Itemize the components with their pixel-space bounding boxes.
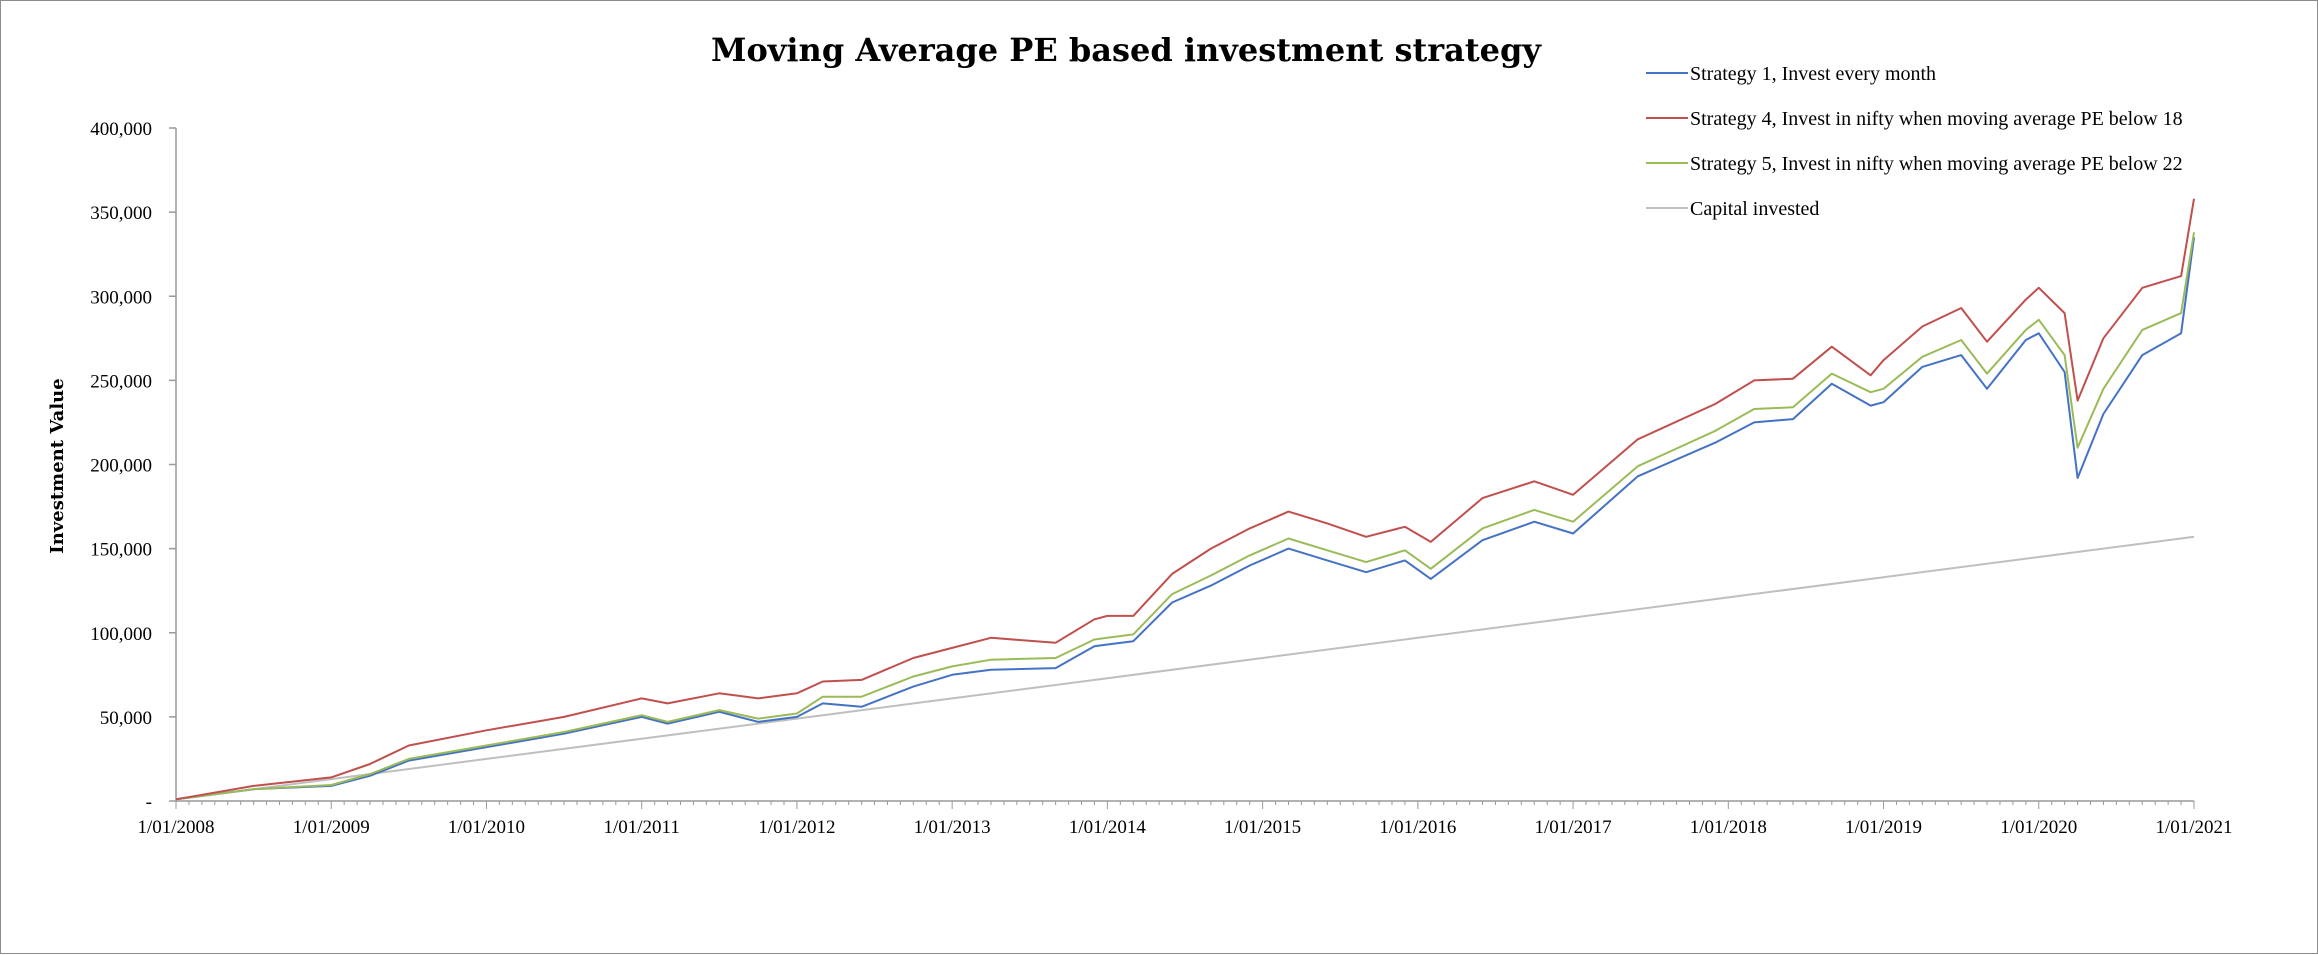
x-tick-label: 1/01/2020: [2000, 817, 2077, 838]
legend-entry-label: Capital invested: [1690, 198, 1819, 220]
x-tick-label: 1/01/2017: [1535, 817, 1612, 838]
y-tick-label: -: [146, 792, 152, 813]
series-line-strategy-5-invest-in-nifty-when-moving-average-pe-below-22: [175, 232, 2195, 801]
x-tick-label: 1/01/2013: [914, 817, 991, 838]
y-tick-label: 100,000: [90, 624, 152, 645]
series-line-capital-invested: [175, 535, 2195, 801]
x-tick-label: 1/01/2021: [2155, 817, 2232, 838]
legend: Strategy 1, Invest every month Strategy 4…: [1646, 63, 2183, 220]
x-tick-label: 1/01/2019: [1845, 817, 1922, 838]
x-tick-label: 1/01/2016: [1379, 817, 1456, 838]
legend-entry-label: Strategy 1, Invest every month: [1690, 63, 1936, 85]
y-tick-label: 250,000: [90, 371, 152, 392]
x-tick-label: 1/01/2009: [293, 817, 370, 838]
y-tick-label: 150,000: [90, 540, 152, 561]
y-axis-label: Investment Value: [47, 378, 68, 553]
legend-entry-label: Strategy 4, Invest in nifty when moving …: [1690, 108, 2183, 130]
y-ticks: - 50,000 100,000 150,000 200,000 250,000 300,0…: [90, 119, 176, 813]
y-tick-label: 50,000: [100, 708, 152, 729]
series-line-strategy-1-invest-every-month: [175, 237, 2195, 801]
x-tick-label: 1/01/2018: [1690, 817, 1767, 838]
y-tick-label: 300,000: [90, 287, 152, 308]
series-line-strategy-4-invest-in-nifty-when-moving-average-pe-below-18: [175, 198, 2195, 801]
legend-entry-label: Strategy 5, Invest in nifty when moving …: [1690, 153, 2183, 175]
x-tick-label: 1/01/2008: [137, 817, 214, 838]
x-tick-label: 1/01/2015: [1224, 817, 1301, 838]
x-tick-label: 1/01/2011: [604, 817, 680, 838]
series-layer: [175, 198, 2195, 801]
x-tick-label: 1/01/2012: [758, 817, 835, 838]
y-tick-label: 200,000: [90, 456, 152, 477]
chart-title: Moving Average PE based investment strat…: [711, 31, 1542, 69]
x-tick-label: 1/01/2014: [1069, 817, 1147, 838]
x-tick-label: 1/01/2010: [448, 817, 525, 838]
y-tick-label: 400,000: [90, 119, 152, 140]
x-ticks: 1/01/2008 1/01/2009 1/01/2010 1/01/2011 1/01…: [137, 801, 2233, 838]
y-tick-label: 350,000: [90, 203, 152, 224]
